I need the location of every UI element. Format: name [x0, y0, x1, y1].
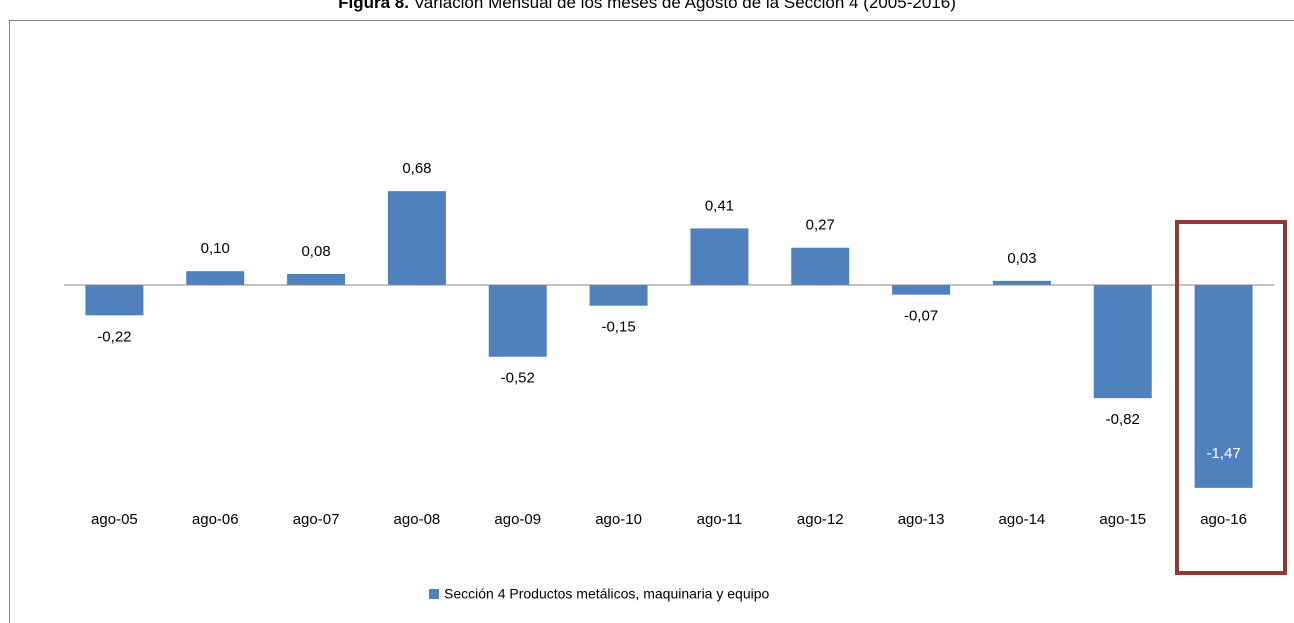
data-label: -0,52	[501, 370, 535, 387]
x-tick-label: ago-11	[697, 511, 743, 528]
x-tick-label: ago-10	[595, 511, 642, 528]
data-label: 0,10	[201, 240, 230, 257]
data-label: -0,15	[601, 319, 635, 336]
chart-title-wrap: Figura 8. Variación Mensual de los meses…	[338, 0, 956, 12]
bar	[1194, 285, 1253, 488]
bar	[85, 285, 144, 316]
bar	[589, 285, 648, 306]
x-tick-label: ago-14	[999, 511, 1046, 528]
data-label: 0,08	[301, 243, 330, 260]
data-label: -0,07	[904, 308, 938, 325]
x-tick-label: ago-09	[494, 511, 541, 528]
data-label: 0,68	[402, 160, 431, 177]
highlight-box	[1175, 220, 1287, 575]
bar	[791, 247, 850, 285]
chart-title: Variación Mensual de los meses de Agosto…	[414, 0, 956, 12]
legend-swatch	[429, 589, 439, 599]
data-label: 0,03	[1007, 250, 1036, 267]
chart-frame	[9, 20, 1294, 623]
title-number: Figura 8.	[338, 0, 409, 12]
bar	[287, 273, 346, 285]
x-tick-label: ago-06	[192, 511, 239, 528]
data-label: -0,22	[97, 328, 131, 345]
data-label: 0,27	[806, 217, 835, 234]
data-label: 0,41	[705, 197, 734, 214]
data-label: -0,82	[1106, 411, 1140, 428]
x-tick-label: ago-15	[1099, 511, 1146, 528]
legend-label: Sección 4 Productos metálicos, maquinari…	[444, 586, 770, 602]
bar	[690, 228, 749, 285]
x-tick-label: ago-12	[797, 511, 844, 528]
x-tick-label: ago-08	[394, 511, 441, 528]
x-tick-label: ago-07	[293, 511, 340, 528]
bar	[992, 280, 1051, 285]
bar	[892, 285, 951, 295]
x-tick-label: ago-13	[898, 511, 945, 528]
data-label: -1,47	[1206, 445, 1240, 462]
bar	[186, 271, 245, 285]
bar	[1093, 285, 1152, 399]
x-tick-label: ago-16	[1200, 511, 1247, 528]
bar	[387, 191, 446, 285]
x-tick-label: ago-05	[91, 511, 138, 528]
bar	[488, 285, 547, 357]
